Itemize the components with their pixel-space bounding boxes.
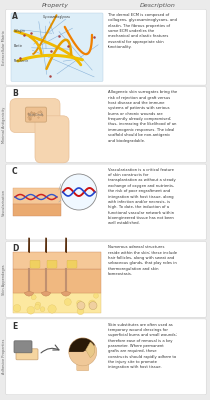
Text: A: A <box>12 12 18 21</box>
Circle shape <box>64 298 71 306</box>
FancyBboxPatch shape <box>67 260 77 268</box>
Text: The dermal ECM is composed of
collagens, glycosaminoglycans, and
elastin. The fi: The dermal ECM is composed of collagens,… <box>108 13 177 49</box>
FancyBboxPatch shape <box>16 349 38 360</box>
FancyBboxPatch shape <box>6 9 206 85</box>
Circle shape <box>31 295 36 300</box>
FancyBboxPatch shape <box>6 319 206 395</box>
Text: Description: Description <box>140 3 176 8</box>
FancyBboxPatch shape <box>47 260 57 268</box>
Text: Extracellular Matrix: Extracellular Matrix <box>2 30 6 65</box>
Circle shape <box>89 300 96 307</box>
Text: B: B <box>12 89 18 98</box>
Wedge shape <box>61 291 71 296</box>
Text: C: C <box>12 167 18 176</box>
FancyBboxPatch shape <box>25 107 46 122</box>
Text: Skin substitutes are often used as
temporary wound dressings for
superficial bur: Skin substitutes are often used as tempo… <box>108 322 177 370</box>
Circle shape <box>77 302 85 310</box>
Circle shape <box>48 305 56 313</box>
Text: D: D <box>12 244 18 253</box>
Wedge shape <box>86 342 95 358</box>
FancyBboxPatch shape <box>10 98 60 132</box>
Text: E: E <box>12 322 17 330</box>
Wedge shape <box>69 338 94 352</box>
Text: Collagen: Collagen <box>14 29 26 33</box>
Circle shape <box>40 307 45 312</box>
Circle shape <box>77 308 84 315</box>
Text: Elastin: Elastin <box>14 44 23 48</box>
Circle shape <box>61 174 97 210</box>
Text: Property: Property <box>42 3 68 8</box>
Wedge shape <box>41 291 51 296</box>
FancyBboxPatch shape <box>77 359 89 371</box>
FancyBboxPatch shape <box>6 87 206 162</box>
FancyBboxPatch shape <box>35 116 69 163</box>
Text: Adhesive Properties: Adhesive Properties <box>2 339 6 374</box>
Text: Numerous adnexal structures
reside within the skin; these include
hair follicles: Numerous adnexal structures reside withi… <box>108 245 177 276</box>
Text: Skin Graft: Skin Graft <box>28 112 43 116</box>
FancyBboxPatch shape <box>6 164 206 240</box>
FancyBboxPatch shape <box>13 269 101 293</box>
FancyBboxPatch shape <box>13 293 101 313</box>
Text: Fibronectin: Fibronectin <box>14 59 29 63</box>
FancyBboxPatch shape <box>14 341 32 353</box>
Circle shape <box>77 300 82 306</box>
Text: Vascularization is a critical feature
of skin constructs for
transplantation as : Vascularization is a critical feature of… <box>108 168 176 225</box>
FancyBboxPatch shape <box>13 252 101 269</box>
Circle shape <box>13 304 21 312</box>
Circle shape <box>69 338 97 366</box>
Circle shape <box>35 302 41 308</box>
Text: Minimal Antigenicity: Minimal Antigenicity <box>2 106 6 143</box>
FancyBboxPatch shape <box>30 260 40 268</box>
Text: Skin Appendages: Skin Appendages <box>2 264 6 295</box>
FancyBboxPatch shape <box>13 204 61 216</box>
Wedge shape <box>24 291 34 296</box>
Circle shape <box>27 306 35 314</box>
Text: Allogeneic skin surrogates bring the
risk of rejection and graft versus
host dis: Allogeneic skin surrogates bring the ris… <box>108 90 177 142</box>
Text: Glycosaminoglycans: Glycosaminoglycans <box>43 15 71 19</box>
Circle shape <box>35 304 40 310</box>
FancyBboxPatch shape <box>6 242 206 317</box>
FancyBboxPatch shape <box>11 13 103 81</box>
FancyBboxPatch shape <box>13 188 61 204</box>
Circle shape <box>93 293 98 298</box>
Circle shape <box>89 302 97 310</box>
Text: Vascularisation: Vascularisation <box>2 188 6 216</box>
